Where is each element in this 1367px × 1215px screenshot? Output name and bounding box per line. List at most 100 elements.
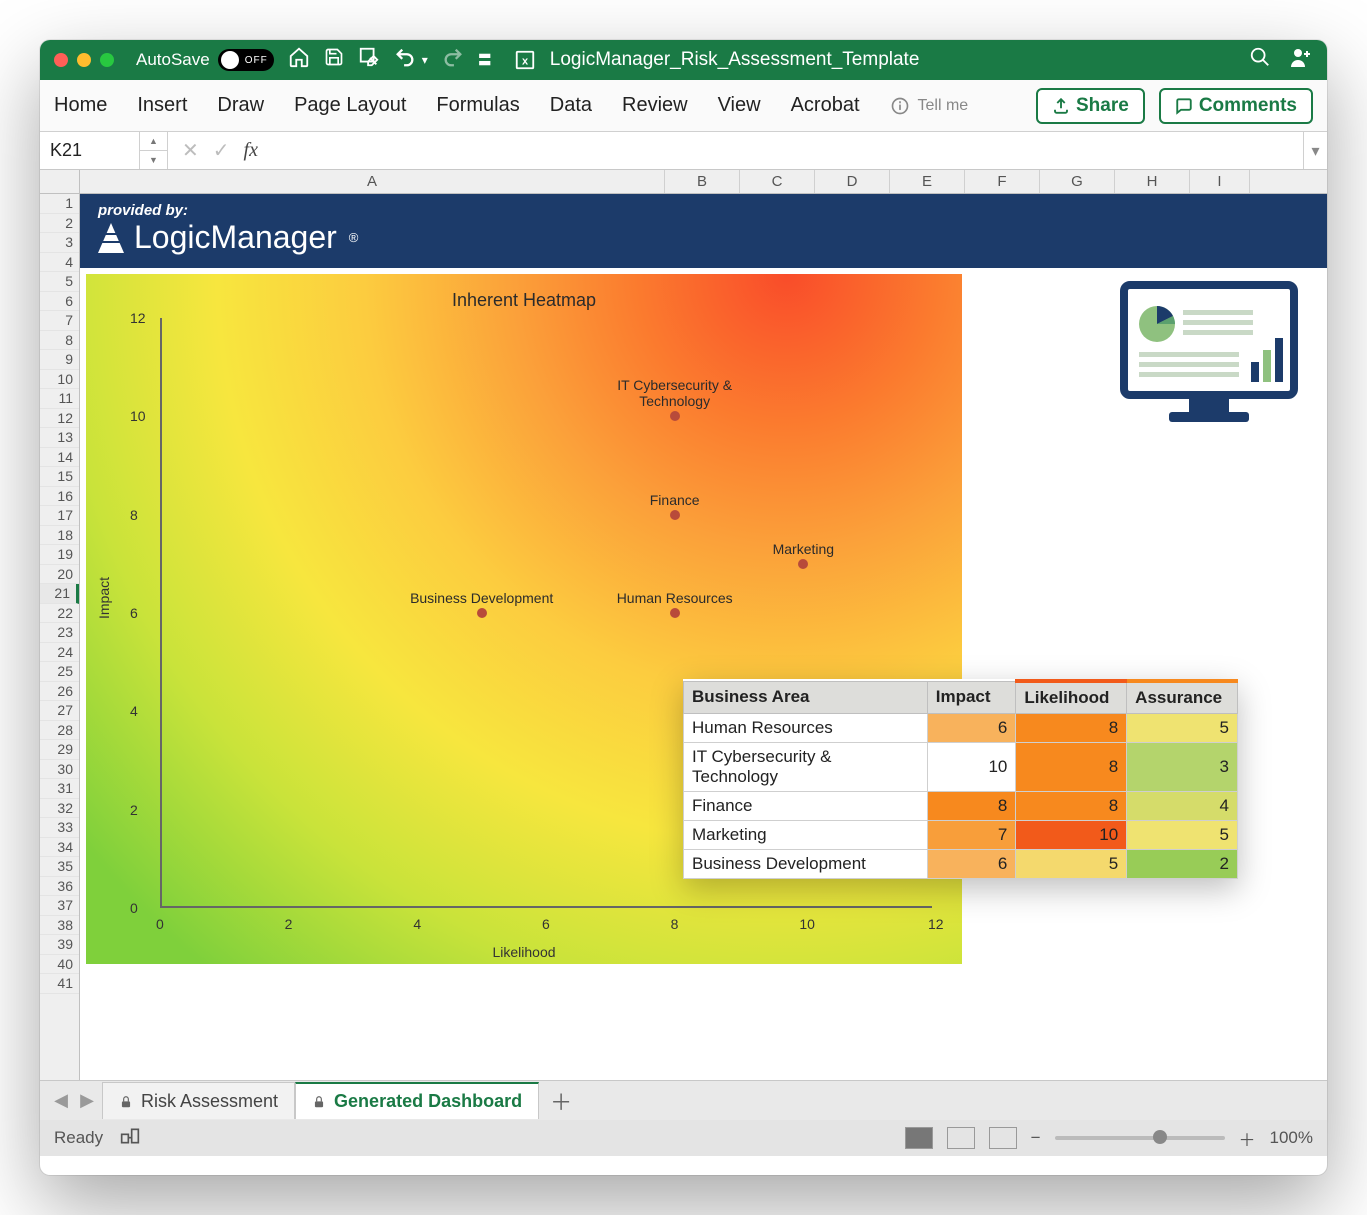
ribbon-tab-review[interactable]: Review <box>622 94 688 117</box>
col-header-G[interactable]: G <box>1040 170 1115 193</box>
cancel-formula-icon[interactable]: ✕ <box>182 138 199 163</box>
col-header-C[interactable]: C <box>740 170 815 193</box>
row-header[interactable]: 30 <box>40 760 79 780</box>
add-sheet-button[interactable]: ＋ <box>543 1085 579 1117</box>
expand-formula-icon[interactable]: ▾ <box>1303 132 1327 169</box>
tell-me-search[interactable]: Tell me <box>890 96 969 116</box>
select-all-corner[interactable] <box>40 170 80 194</box>
ribbon-tab-draw[interactable]: Draw <box>217 94 264 117</box>
ribbon-tab-data[interactable]: Data <box>550 94 592 117</box>
ribbon-tab-acrobat[interactable]: Acrobat <box>791 94 860 117</box>
col-header-A[interactable]: A <box>80 170 665 193</box>
close-window-button[interactable] <box>54 53 68 67</box>
row-header[interactable]: 39 <box>40 935 79 955</box>
ribbon-tab-view[interactable]: View <box>718 94 761 117</box>
ribbon-tab-home[interactable]: Home <box>54 94 107 117</box>
row-header[interactable]: 23 <box>40 623 79 643</box>
row-header[interactable]: 12 <box>40 409 79 429</box>
row-header[interactable]: 2 <box>40 214 79 234</box>
row-header[interactable]: 15 <box>40 467 79 487</box>
ribbon-tab-formulas[interactable]: Formulas <box>436 94 519 117</box>
row-header[interactable]: 35 <box>40 857 79 877</box>
name-box[interactable]: K21 <box>40 132 140 169</box>
row-header[interactable]: 4 <box>40 253 79 273</box>
col-header-B[interactable]: B <box>665 170 740 193</box>
row-header[interactable]: 27 <box>40 701 79 721</box>
autosave-switch[interactable]: OFF <box>218 49 274 71</box>
ribbon-tab-insert[interactable]: Insert <box>137 94 187 117</box>
col-header-D[interactable]: D <box>815 170 890 193</box>
zoom-in-button[interactable]: ＋ <box>1239 1126 1256 1151</box>
row-header[interactable]: 18 <box>40 526 79 546</box>
row-header[interactable]: 5 <box>40 272 79 292</box>
row-header[interactable]: 38 <box>40 916 79 936</box>
save-icon[interactable] <box>324 47 344 73</box>
fx-icon[interactable]: fx <box>244 139 258 162</box>
undo-chevron-icon[interactable]: ▾ <box>422 53 428 67</box>
row-header[interactable]: 41 <box>40 974 79 994</box>
comments-button[interactable]: Comments <box>1159 88 1313 124</box>
tab-nav-prev[interactable]: ◀ <box>50 1090 72 1111</box>
row-header[interactable]: 32 <box>40 799 79 819</box>
row-header[interactable]: 8 <box>40 331 79 351</box>
tab-nav-next[interactable]: ▶ <box>76 1090 98 1111</box>
col-header-F[interactable]: F <box>965 170 1040 193</box>
maximize-window-button[interactable] <box>100 53 114 67</box>
home-icon[interactable] <box>288 46 310 74</box>
redo-icon[interactable] <box>442 46 464 74</box>
qat-customize-icon[interactable]: 〓 <box>478 50 492 70</box>
name-box-steppers[interactable]: ▲▼ <box>140 132 168 169</box>
row-header[interactable]: 13 <box>40 428 79 448</box>
share-button[interactable]: Share <box>1036 88 1145 124</box>
zoom-slider[interactable] <box>1055 1136 1225 1140</box>
column-headers[interactable]: ABCDEFGHI <box>80 170 1327 194</box>
row-header[interactable]: 10 <box>40 370 79 390</box>
row-header[interactable]: 28 <box>40 721 79 741</box>
row-header[interactable]: 31 <box>40 779 79 799</box>
minimize-window-button[interactable] <box>77 53 91 67</box>
save-edit-icon[interactable] <box>358 46 380 74</box>
row-header[interactable]: 7 <box>40 311 79 331</box>
col-header-I[interactable]: I <box>1190 170 1250 193</box>
row-header[interactable]: 14 <box>40 448 79 468</box>
row-header[interactable]: 24 <box>40 643 79 663</box>
zoom-out-button[interactable]: − <box>1031 1128 1041 1148</box>
row-header[interactable]: 9 <box>40 350 79 370</box>
row-header[interactable]: 6 <box>40 292 79 312</box>
row-header[interactable]: 21 <box>40 584 79 604</box>
sheet-tab[interactable]: Risk Assessment <box>102 1082 295 1119</box>
row-header[interactable]: 34 <box>40 838 79 858</box>
row-header[interactable]: 29 <box>40 740 79 760</box>
col-header-H[interactable]: H <box>1115 170 1190 193</box>
row-header[interactable]: 17 <box>40 506 79 526</box>
search-icon[interactable] <box>1249 46 1271 74</box>
col-header-E[interactable]: E <box>890 170 965 193</box>
accept-formula-icon[interactable]: ✓ <box>213 138 230 163</box>
row-header[interactable]: 25 <box>40 662 79 682</box>
row-header[interactable]: 26 <box>40 682 79 702</box>
sheet-tab[interactable]: Generated Dashboard <box>295 1082 539 1119</box>
row-header[interactable]: 11 <box>40 389 79 409</box>
view-page-break-button[interactable] <box>989 1127 1017 1149</box>
undo-icon[interactable] <box>394 46 416 74</box>
row-header[interactable]: 22 <box>40 604 79 624</box>
grid-canvas[interactable]: provided by: LogicManager® Inherent Heat… <box>80 194 1327 1080</box>
user-icon[interactable] <box>1289 45 1313 75</box>
row-header[interactable]: 16 <box>40 487 79 507</box>
view-page-layout-button[interactable] <box>947 1127 975 1149</box>
autosave-toggle[interactable]: AutoSave OFF <box>136 49 274 71</box>
accessibility-icon[interactable] <box>119 1126 141 1151</box>
row-header[interactable]: 20 <box>40 565 79 585</box>
row-header[interactable]: 3 <box>40 233 79 253</box>
zoom-thumb[interactable] <box>1153 1130 1167 1144</box>
row-header[interactable]: 40 <box>40 955 79 975</box>
row-headers[interactable]: 1234567891011121314151617181920212223242… <box>40 194 80 1080</box>
ribbon-tab-page-layout[interactable]: Page Layout <box>294 94 406 117</box>
row-header[interactable]: 19 <box>40 545 79 565</box>
row-header[interactable]: 36 <box>40 877 79 897</box>
formula-input[interactable] <box>272 132 1303 169</box>
row-header[interactable]: 37 <box>40 896 79 916</box>
row-header[interactable]: 1 <box>40 194 79 214</box>
row-header[interactable]: 33 <box>40 818 79 838</box>
view-normal-button[interactable] <box>905 1127 933 1149</box>
